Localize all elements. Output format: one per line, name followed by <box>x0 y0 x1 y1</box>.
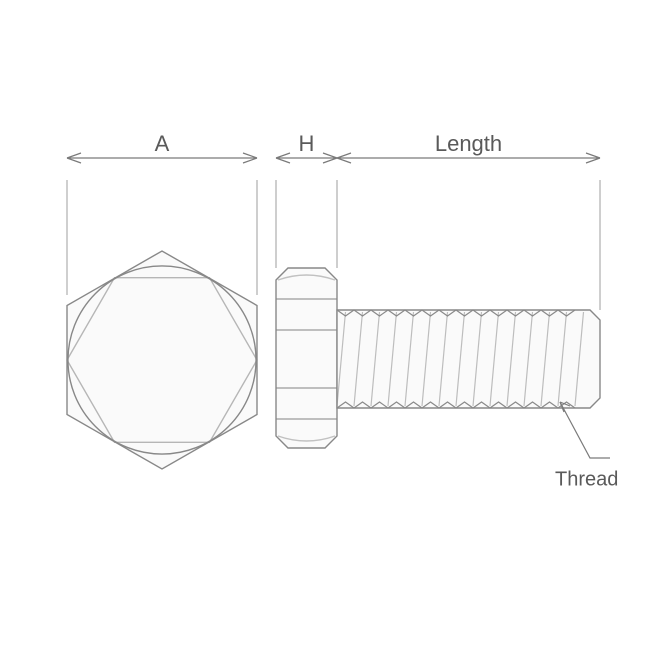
hex-head-side-view <box>276 268 337 448</box>
dim-label-h: H <box>299 131 315 156</box>
thread-leader <box>560 402 610 458</box>
threaded-shaft <box>337 310 600 408</box>
hex-head-front-view <box>67 251 257 469</box>
thread-label: Thread <box>555 468 618 490</box>
bolt-diagram: A H Length Thread <box>0 0 670 670</box>
dim-label-a: A <box>155 131 170 156</box>
dim-label-length: Length <box>435 131 502 156</box>
